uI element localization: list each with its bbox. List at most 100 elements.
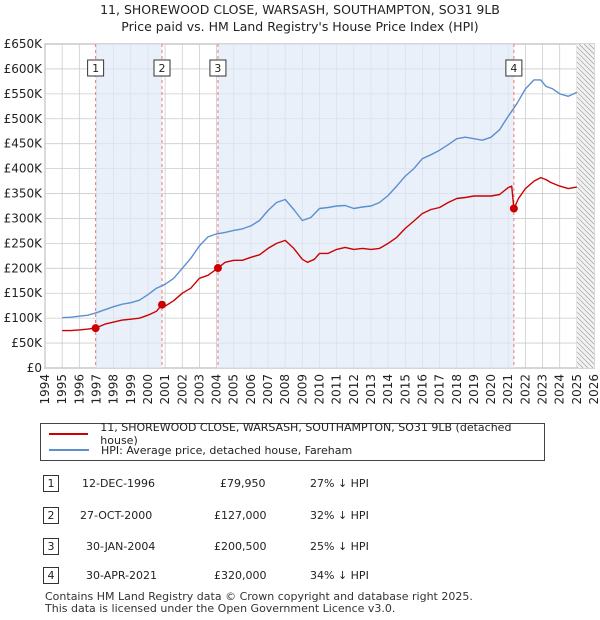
x-tick-label: 2013 [364, 374, 378, 405]
hatch-line [576, 76, 595, 95]
y-tick-label: £300K [4, 211, 44, 225]
sale-hpi-diff: 32% ↓ HPI [310, 509, 369, 522]
y-tick-label: £350K [4, 187, 44, 201]
sale-marker-box [87, 59, 105, 77]
x-tick-label: 2025 [570, 374, 584, 405]
chart-subtitle: Price paid vs. HM Land Registry's House … [121, 19, 479, 34]
hatch-line [576, 166, 595, 185]
hatch-line [576, 106, 595, 125]
x-tick-label: 1997 [89, 374, 103, 405]
hatch-line [576, 296, 595, 315]
hatch-line [576, 321, 595, 340]
sale-marker-label: 3 [214, 62, 221, 75]
hatch-line [583, 43, 595, 55]
hatch-line [576, 91, 595, 110]
hatch-line [576, 81, 595, 100]
hatch-line [576, 366, 579, 369]
sale-row: 1 12-DEC-1996 £79,950 27% ↓ HPI [40, 475, 560, 493]
hatch-line [576, 241, 595, 260]
x-tick-label: 2014 [381, 374, 395, 405]
x-tick-label: 2009 [295, 374, 309, 405]
x-tick-label: 1996 [72, 374, 86, 405]
hatch-line [578, 43, 595, 60]
hatch-line [576, 236, 595, 255]
hatch-line [576, 291, 595, 310]
sale-date: 12-DEC-1996 [82, 477, 156, 490]
x-tick-label: 2012 [347, 374, 361, 405]
hatch-line [576, 151, 595, 170]
x-tick-label: 2007 [261, 374, 275, 405]
x-tick-label: 2004 [210, 374, 224, 405]
hatch-line [576, 181, 595, 200]
hatch-line [576, 71, 595, 90]
sale-marker-box [505, 59, 523, 77]
x-tick-label: 2000 [141, 374, 155, 405]
sale-date: 30-APR-2021 [86, 569, 158, 582]
x-tick-label: 2023 [536, 374, 550, 405]
x-tick-label: 1999 [124, 374, 138, 405]
sale-marker-label: 4 [510, 62, 517, 75]
sale-points [91, 204, 518, 333]
hatch-line [576, 246, 595, 265]
y-tick-label: £50K [11, 336, 43, 350]
hatch-line [576, 51, 595, 70]
sale-hpi-diff: 25% ↓ HPI [310, 540, 369, 553]
hatch-line [576, 351, 594, 369]
sale-date: 27-OCT-2000 [80, 509, 153, 522]
legend-item-hpi: HPI: Average price, detached house, Fare… [49, 442, 352, 458]
hatch-line [576, 56, 595, 75]
legend: 11, SHOREWOOD CLOSE, WARSASH, SOUTHAMPTO… [40, 421, 545, 461]
hatch-line [576, 271, 595, 290]
x-tick-label: 2017 [433, 374, 447, 405]
hatch-line [576, 156, 595, 175]
hatch-line [576, 46, 595, 65]
hatch-line [576, 216, 595, 235]
x-tick-label: 2019 [467, 374, 481, 405]
sale-point [509, 204, 518, 213]
hatch-line [576, 126, 595, 145]
sale-price: £320,000 [214, 569, 267, 582]
hatch-line [576, 111, 595, 130]
hatch-line [576, 266, 595, 285]
hatch-line [576, 256, 595, 275]
hatch-line [576, 141, 595, 160]
x-tick-label: 2021 [501, 374, 515, 405]
sale-hpi-diff: 34% ↓ HPI [310, 569, 369, 582]
sale-number-badge: 2 [43, 507, 59, 524]
y-tick-label: £500K [4, 112, 44, 126]
x-tick-label: 2003 [192, 374, 206, 405]
hatch-line [576, 276, 595, 295]
sale-marker-box [209, 59, 227, 77]
hatch-line [576, 191, 595, 210]
sale-price: £79,950 [220, 477, 266, 490]
hatch-line [576, 311, 595, 330]
hatch-line [576, 96, 595, 115]
chart-title: 11, SHOREWOOD CLOSE, WARSASH, SOUTHAMPTO… [100, 2, 500, 17]
hatch-line [576, 146, 595, 165]
hatch-line [576, 361, 584, 369]
sale-hpi-diff: 27% ↓ HPI [310, 477, 369, 490]
sale-marker-label: 1 [92, 62, 99, 75]
legend-label-property: 11, SHOREWOOD CLOSE, WARSASH, SOUTHAMPTO… [100, 421, 512, 447]
hatch-line [576, 131, 595, 150]
sale-row: 4 30-APR-2021 £320,000 34% ↓ HPI [40, 567, 560, 585]
hatch-line [576, 211, 595, 230]
x-tick-label: 2024 [553, 374, 567, 405]
hatch-line [576, 61, 595, 80]
sale-point [158, 300, 167, 309]
sale-price: £200,500 [214, 540, 267, 553]
footer-licence: This data is licensed under the Open Gov… [45, 602, 396, 615]
x-tick-label: 2010 [313, 374, 327, 405]
price-chart: 1 2 3 4 £0 £50K £100K £150K £200K £250K £300K £350… [4, 37, 600, 405]
x-tick-label: 2026 [587, 374, 600, 405]
sale-marker-label: 2 [159, 62, 166, 75]
hatch-line [576, 171, 595, 190]
x-tick-label: 2015 [398, 374, 412, 405]
hatch-line [576, 176, 595, 195]
footer-copyright: Contains HM Land Registry data © Crown c… [45, 590, 473, 603]
hatch-line [576, 121, 595, 140]
hatch-line [576, 186, 595, 205]
sale-marker-labels: 1 2 3 4 [87, 59, 523, 77]
hatch-line [576, 231, 595, 250]
sale-row: 2 27-OCT-2000 £127,000 32% ↓ HPI [40, 507, 560, 525]
